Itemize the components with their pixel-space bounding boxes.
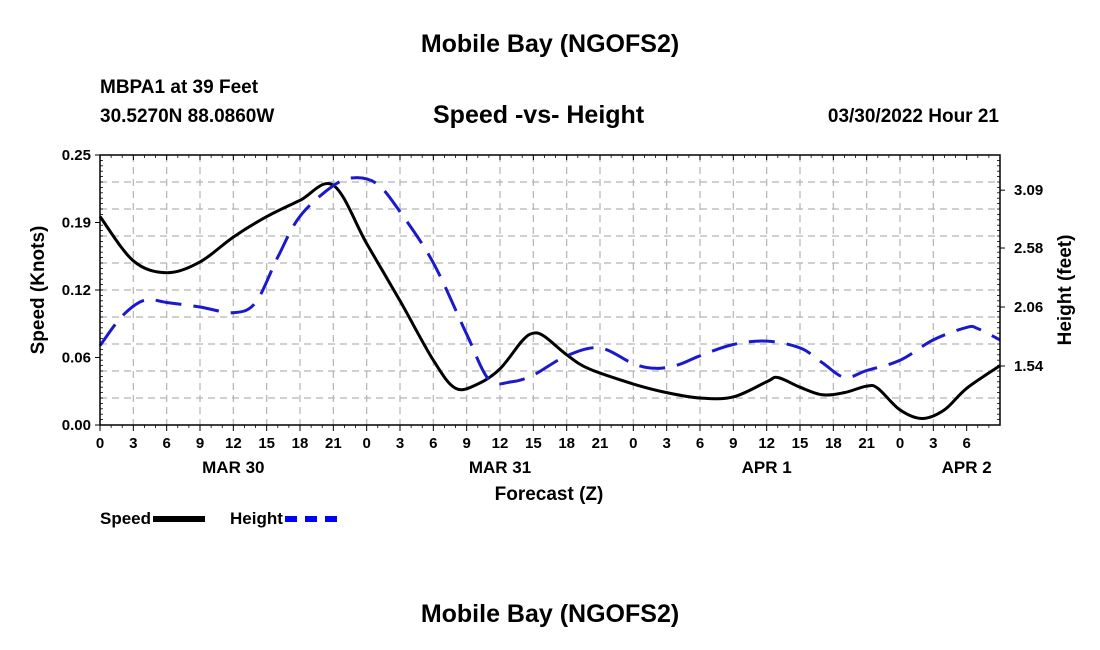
- x-tick-label: 0: [362, 435, 370, 452]
- x-axis-title: Forecast (Z): [495, 484, 604, 505]
- ticks-layer: [95, 154, 1005, 431]
- y-left-tick-label: 0.06: [62, 350, 91, 367]
- x-tick-label: 18: [825, 435, 842, 452]
- x-tick-label: 0: [96, 435, 104, 452]
- labels-layer: 0 3 6 9 12 15 18 21 0 3 6 9 12 15 18 21 0 3 6 9 12 15 18 21 0 3 6 M…: [62, 147, 1044, 477]
- legend-height-swatch: [284, 516, 337, 522]
- legend-height-label: Height: [230, 509, 283, 528]
- plot-frame: [99, 154, 1001, 426]
- x-tick-label: 6: [962, 435, 970, 452]
- station-label: MBPA1 at 39 Feet: [100, 77, 259, 98]
- x-tick-label: 18: [558, 435, 575, 452]
- forecast-datetime: 03/30/2022 Hour 21: [827, 106, 999, 127]
- y-right-tick-label: 3.09: [1014, 182, 1043, 199]
- x-tick-label: 9: [462, 435, 470, 452]
- x-tick-label: 0: [629, 435, 637, 452]
- x-tick-label: 21: [592, 435, 609, 452]
- x-tick-label: 21: [858, 435, 875, 452]
- x-tick-label: 6: [162, 435, 170, 452]
- legend-height: Height: [230, 509, 337, 529]
- footer-title: Mobile Bay (NGOFS2): [420, 600, 680, 628]
- y-right-tick-label: 1.54: [1014, 358, 1044, 375]
- x-tick-label: 3: [129, 435, 137, 452]
- x-tick-label: 0: [896, 435, 904, 452]
- x-tick-label: 12: [225, 435, 242, 452]
- legend-speed-swatch: [153, 516, 206, 522]
- speed-series-line: [98, 182, 1001, 420]
- date-label: MAR 31: [469, 458, 531, 477]
- x-tick-label: 3: [929, 435, 937, 452]
- y-right-tick-label: 2.58: [1014, 240, 1043, 257]
- x-tick-label: 15: [525, 435, 542, 452]
- x-tick-label: 18: [292, 435, 309, 452]
- chart-title: Mobile Bay (NGOFS2): [420, 30, 680, 58]
- y-axis-left-title: Speed (Knots): [28, 226, 49, 355]
- x-tick-label: 9: [196, 435, 204, 452]
- date-label: APR 1: [742, 458, 792, 477]
- x-tick-label: 9: [729, 435, 737, 452]
- legend-speed-label: Speed: [100, 509, 152, 528]
- legend-speed: Speed: [100, 509, 206, 529]
- y-left-tick-label: 0.25: [62, 147, 91, 164]
- chart-subtitle: Speed -vs- Height: [433, 101, 645, 129]
- y-left-tick-label: 0.00: [62, 417, 91, 434]
- date-label: MAR 30: [202, 458, 264, 477]
- series-layer: [98, 176, 1001, 420]
- x-tick-label: 6: [429, 435, 437, 452]
- x-tick-label: 21: [325, 435, 342, 452]
- x-tick-label: 3: [662, 435, 670, 452]
- y-right-tick-label: 2.06: [1014, 299, 1043, 316]
- x-tick-label: 15: [792, 435, 809, 452]
- speed-height-chart: 0 3 6 9 12 15 18 21 0 3 6 9 12 15 18 21 0 3 6 9 12 15 18 21 0 3 6 M…: [28, 147, 1076, 505]
- x-tick-label: 6: [696, 435, 704, 452]
- grid-layer: [100, 155, 1000, 425]
- y-left-tick-label: 0.19: [62, 215, 91, 232]
- x-tick-label: 12: [758, 435, 775, 452]
- x-tick-label: 3: [396, 435, 404, 452]
- y-left-tick-label: 0.12: [62, 282, 91, 299]
- x-tick-label: 12: [492, 435, 509, 452]
- coordinates-label: 30.5270N 88.0860W: [100, 106, 275, 127]
- date-label: APR 2: [942, 458, 992, 477]
- y-axis-right-title: Height (feet): [1055, 235, 1076, 346]
- height-series-line: [98, 176, 1001, 386]
- x-tick-label: 15: [258, 435, 275, 452]
